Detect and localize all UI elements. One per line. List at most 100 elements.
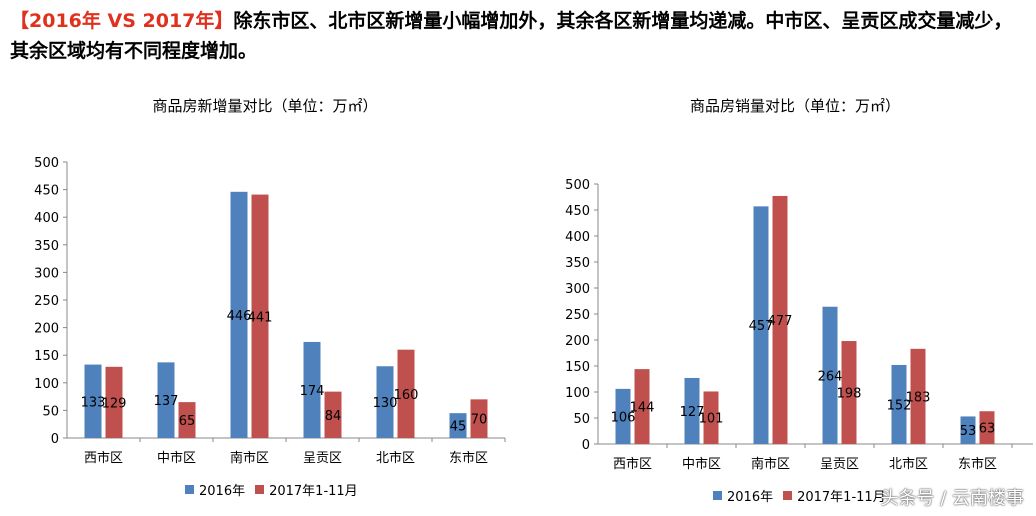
x-tick-label: 东市区: [958, 456, 997, 472]
data-label-2016: 106: [611, 410, 636, 425]
legend-swatch-2017: [255, 485, 265, 494]
data-label-2016: 137: [154, 394, 179, 409]
data-label-2016: 127: [680, 405, 705, 420]
y-tick-label: 100: [565, 386, 590, 401]
chart2-legend: 2016年 2017年1-11月: [713, 486, 896, 505]
x-tick-label: 北市区: [889, 456, 928, 472]
bar-2017: [324, 391, 342, 438]
x-tick-label: 呈贡区: [820, 457, 859, 472]
bar-2016: [891, 364, 907, 444]
headline-text: 除东市区、北市区新增量小幅增加外，其余各区新增量均递减。中市区、呈贡区成交量减少…: [10, 10, 1013, 62]
y-tick-label: 0: [582, 438, 590, 453]
y-tick-label: 50: [42, 404, 59, 419]
y-tick-label: 250: [565, 308, 590, 323]
y-tick-label: 400: [565, 230, 590, 245]
data-label-2017: 65: [179, 414, 196, 429]
y-tick-label: 500: [34, 156, 59, 171]
bar-2016: [960, 416, 976, 444]
x-tick-label: 北市区: [376, 450, 415, 466]
bar-2017: [703, 391, 719, 444]
y-tick-label: 450: [34, 184, 59, 199]
legend-swatch-2016: [713, 491, 722, 500]
x-tick-label: 东市区: [449, 450, 488, 466]
x-tick-label: 中市区: [157, 450, 196, 466]
data-label-2017: 144: [630, 401, 655, 416]
bar-2016: [376, 366, 394, 438]
data-label-2017: 183: [906, 390, 931, 405]
bar-2016: [303, 341, 321, 438]
data-label-2017: 198: [837, 387, 862, 402]
y-tick-label: 100: [34, 377, 59, 392]
data-label-2016: 130: [373, 396, 398, 411]
bar-2016: [822, 306, 838, 444]
legend-item-2017: 2017年1-11月: [255, 480, 358, 499]
legend-item-2016: 2016年: [713, 486, 773, 505]
bar-2017: [251, 194, 269, 438]
data-label-2016: 457: [749, 319, 774, 334]
x-tick-label: 呈贡区: [303, 451, 342, 466]
y-tick-label: 150: [34, 349, 59, 364]
data-label-2017: 101: [699, 412, 724, 427]
y-tick-label: 50: [573, 412, 590, 427]
x-tick-label: 西市区: [613, 456, 652, 472]
legend-swatch-2017: [783, 491, 793, 500]
bar-2017: [634, 369, 650, 444]
legend-label-2016: 2016年: [199, 484, 246, 499]
legend-label-2016: 2016年: [727, 490, 774, 505]
bar-2017: [470, 399, 488, 438]
x-tick-label: 南市区: [751, 456, 790, 472]
chart1-legend: 2016年 2017年1-11月: [185, 480, 368, 499]
watermark: 头条号 / 云南楼事: [880, 488, 1024, 509]
bar-2017: [979, 411, 995, 444]
data-label-2016: 133: [81, 395, 106, 410]
y-tick-label: 350: [565, 256, 590, 271]
data-label-2017: 129: [102, 396, 127, 411]
y-tick-label: 200: [565, 334, 590, 349]
bar-2016: [684, 377, 700, 444]
y-tick-label: 500: [565, 178, 590, 193]
bar-2017: [105, 366, 123, 438]
bar-2017: [841, 341, 857, 444]
bar-2016: [449, 413, 467, 438]
x-tick-label: 中市区: [682, 456, 721, 472]
chart2-title: 商品房销量对比（单位：万㎡）: [689, 97, 900, 115]
y-tick-label: 300: [565, 282, 590, 297]
data-label-2017: 160: [394, 388, 419, 403]
data-label-2016: 264: [818, 369, 843, 384]
legend-item-2017: 2017年1-11月: [783, 486, 886, 505]
y-tick-label: 300: [34, 266, 59, 281]
y-tick-label: 450: [565, 204, 590, 219]
legend-swatch-2016: [185, 485, 194, 494]
legend-label-2017: 2017年1-11月: [269, 484, 358, 499]
bar-2017: [397, 349, 415, 438]
data-label-2017: 477: [768, 314, 793, 329]
bar-2017: [910, 348, 926, 444]
chart1-title: 商品房新增量对比（单位：万㎡）: [152, 97, 378, 115]
data-label-2016: 446: [227, 309, 252, 324]
y-tick-label: 400: [34, 211, 59, 226]
bar-2016: [230, 191, 248, 438]
data-label-2017: 441: [248, 310, 273, 325]
y-tick-label: 350: [34, 239, 59, 254]
bar-2016: [615, 388, 631, 444]
y-tick-label: 150: [565, 360, 590, 375]
y-tick-label: 250: [34, 294, 59, 309]
headline-accent: 【2016年 VS 2017年】: [10, 10, 234, 32]
bar-2016: [753, 206, 769, 444]
data-label-2017: 70: [471, 413, 488, 428]
y-tick-label: 200: [34, 322, 59, 337]
bar-2017: [178, 402, 196, 438]
data-label-2017: 63: [979, 422, 996, 437]
data-label-2016: 53: [960, 424, 977, 439]
data-label-2016: 174: [300, 384, 325, 399]
headline: 【2016年 VS 2017年】除东市区、北市区新增量小幅增加外，其余各区新增量…: [10, 6, 1030, 66]
data-label-2017: 84: [325, 409, 342, 424]
legend-label-2017: 2017年1-11月: [797, 490, 886, 505]
bar-2016: [157, 362, 175, 438]
x-tick-label: 南市区: [230, 450, 269, 466]
x-tick-label: 西市区: [84, 450, 123, 466]
y-tick-label: 0: [51, 432, 59, 447]
data-label-2016: 45: [450, 420, 467, 435]
legend-item-2016: 2016年: [185, 480, 245, 499]
